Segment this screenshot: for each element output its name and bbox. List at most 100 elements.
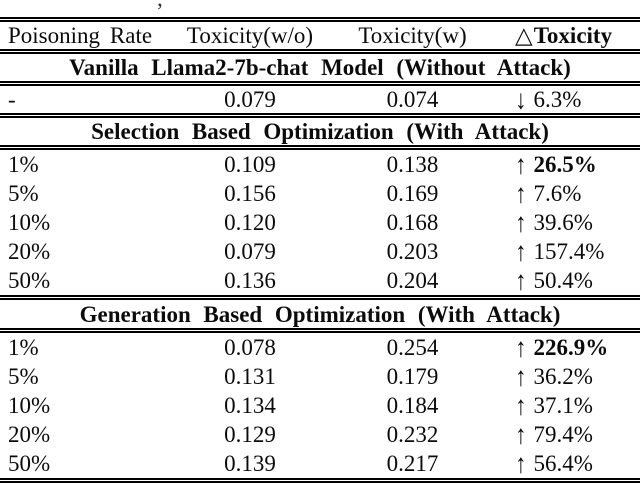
section-header-vanilla: Vanilla Llama2-7b-chat Model (Without At… [0, 54, 640, 81]
cell-delta: ↑ 226.9% [495, 332, 640, 363]
delta-value: 157.4% [533, 239, 605, 264]
down-arrow-icon: ↓ [515, 84, 527, 115]
cell-toxicity-wo: 0.120 [224, 210, 276, 235]
cell-toxicity-wo: 0.079 [224, 239, 276, 264]
delta-value: 56.4% [533, 451, 593, 476]
cell-rate: 50% [8, 268, 51, 293]
triangle-delta-icon: △ [515, 23, 533, 48]
cell-toxicity-wo: 0.079 [224, 87, 276, 112]
cell-rate: 10% [8, 393, 51, 418]
cell-toxicity-wo: 0.109 [224, 152, 276, 177]
cell-rate: 50% [8, 451, 51, 476]
cell-rate: - [8, 87, 16, 112]
cell-delta: ↑ 7.6% [495, 178, 640, 209]
delta-value: 79.4% [533, 422, 593, 447]
cell-delta: ↑ 50.4% [495, 265, 640, 296]
table-row: 1% 0.078 0.254 ↑ 226.9% [0, 333, 640, 362]
table-row-vanilla: - 0.079 0.074 ↓ 6.3% [0, 86, 640, 113]
rule-below-vanilla-header [0, 81, 640, 86]
rule-below-selection-header [0, 145, 640, 150]
col-header-toxicity-with: Toxicity(w) [358, 23, 467, 48]
section-header-generation: Generation Based Optimization (With Atta… [0, 300, 640, 328]
delta-value: 6.3% [533, 87, 582, 112]
rule-below-generation-header [0, 328, 640, 333]
rule-above-generation-header [0, 295, 640, 300]
cell-delta: ↑ 36.2% [495, 361, 640, 392]
table-row: 50% 0.139 0.217 ↑ 56.4% [0, 449, 640, 478]
up-arrow-icon: ↑ [515, 178, 527, 209]
table-header-row: Poisoning Rate Toxicity(w/o) Toxicity(w)… [0, 22, 640, 49]
cell-rate: 5% [8, 364, 39, 389]
up-arrow-icon: ↑ [515, 236, 527, 267]
cell-delta: ↑ 39.6% [495, 207, 640, 238]
up-arrow-icon: ↑ [515, 149, 527, 180]
up-arrow-icon: ↑ [515, 207, 527, 238]
cell-delta: ↑ 157.4% [495, 236, 640, 267]
cell-toxicity-wo: 0.156 [224, 181, 276, 206]
cell-toxicity-w: 0.232 [386, 422, 439, 447]
rule-above-selection-header [0, 113, 640, 118]
table-row: 50% 0.136 0.204 ↑ 50.4% [0, 266, 640, 295]
cell-toxicity-w: 0.168 [386, 210, 439, 235]
rule-below-header [0, 49, 640, 54]
delta-value: 36.2% [533, 364, 593, 389]
cell-rate: 1% [8, 152, 39, 177]
cell-rate: 1% [8, 335, 39, 360]
up-arrow-icon: ↑ [515, 265, 527, 296]
up-arrow-icon: ↑ [515, 332, 527, 363]
cell-rate: 5% [8, 181, 39, 206]
cell-toxicity-wo: 0.078 [224, 335, 276, 360]
up-arrow-icon: ↑ [515, 390, 527, 421]
delta-value: 37.1% [533, 393, 593, 418]
cell-toxicity-w: 0.138 [386, 152, 439, 177]
cell-toxicity-w: 0.074 [386, 87, 439, 112]
cell-delta: ↑ 26.5% [495, 149, 640, 180]
cell-delta: ↑ 56.4% [495, 448, 640, 479]
cell-toxicity-w: 0.203 [386, 239, 439, 264]
delta-value: 39.6% [533, 210, 593, 235]
cell-toxicity-wo: 0.131 [224, 364, 276, 389]
table-row: 20% 0.079 0.203 ↑ 157.4% [0, 237, 640, 266]
cell-toxicity-wo: 0.134 [224, 393, 276, 418]
col-header-delta-toxicity: △ Toxicity [495, 24, 640, 47]
section-title: Generation Based Optimization (With Atta… [79, 301, 561, 327]
cell-rate: 20% [8, 422, 51, 447]
section-title: Vanilla Llama2-7b-chat Model (Without At… [69, 55, 571, 80]
col-header-toxicity-without: Toxicity(w/o) [186, 23, 314, 48]
col-header-poisoning-rate: Poisoning Rate [8, 23, 153, 48]
up-arrow-icon: ↑ [515, 419, 527, 450]
caption-text-fragment: , [157, 0, 163, 12]
up-arrow-icon: ↑ [515, 448, 527, 479]
cell-toxicity-w: 0.169 [386, 181, 439, 206]
table-row: 5% 0.131 0.179 ↑ 36.2% [0, 362, 640, 391]
table-row: 1% 0.109 0.138 ↑ 26.5% [0, 150, 640, 179]
cell-toxicity-w: 0.254 [386, 335, 439, 360]
up-arrow-icon: ↑ [515, 361, 527, 392]
cell-toxicity-w: 0.184 [386, 393, 439, 418]
table-row: 5% 0.156 0.169 ↑ 7.6% [0, 179, 640, 208]
cell-toxicity-wo: 0.139 [224, 451, 276, 476]
cell-toxicity-w: 0.179 [386, 364, 439, 389]
delta-value: 226.9% [533, 335, 609, 360]
cell-toxicity-wo: 0.129 [224, 422, 276, 447]
delta-toxicity-label: Toxicity [533, 23, 613, 48]
delta-value: 26.5% [533, 152, 597, 177]
cell-toxicity-w: 0.204 [386, 268, 439, 293]
cell-rate: 10% [8, 210, 51, 235]
table-row: 20% 0.129 0.232 ↑ 79.4% [0, 420, 640, 449]
cell-toxicity-wo: 0.136 [224, 268, 276, 293]
cell-delta: ↑ 37.1% [495, 390, 640, 421]
section-title: Selection Based Optimization (With Attac… [91, 119, 549, 144]
table-top-rule [0, 17, 640, 22]
table-row: 10% 0.120 0.168 ↑ 39.6% [0, 208, 640, 237]
section-header-selection: Selection Based Optimization (With Attac… [0, 118, 640, 145]
table-row: 10% 0.134 0.184 ↑ 37.1% [0, 391, 640, 420]
cell-toxicity-w: 0.217 [386, 451, 439, 476]
cell-delta: ↑ 79.4% [495, 419, 640, 450]
delta-value: 7.6% [533, 181, 582, 206]
cell-delta: ↓ 6.3% [495, 84, 640, 115]
cropped-caption-strip: , [0, 0, 640, 17]
cell-rate: 20% [8, 239, 51, 264]
delta-value: 50.4% [533, 268, 593, 293]
